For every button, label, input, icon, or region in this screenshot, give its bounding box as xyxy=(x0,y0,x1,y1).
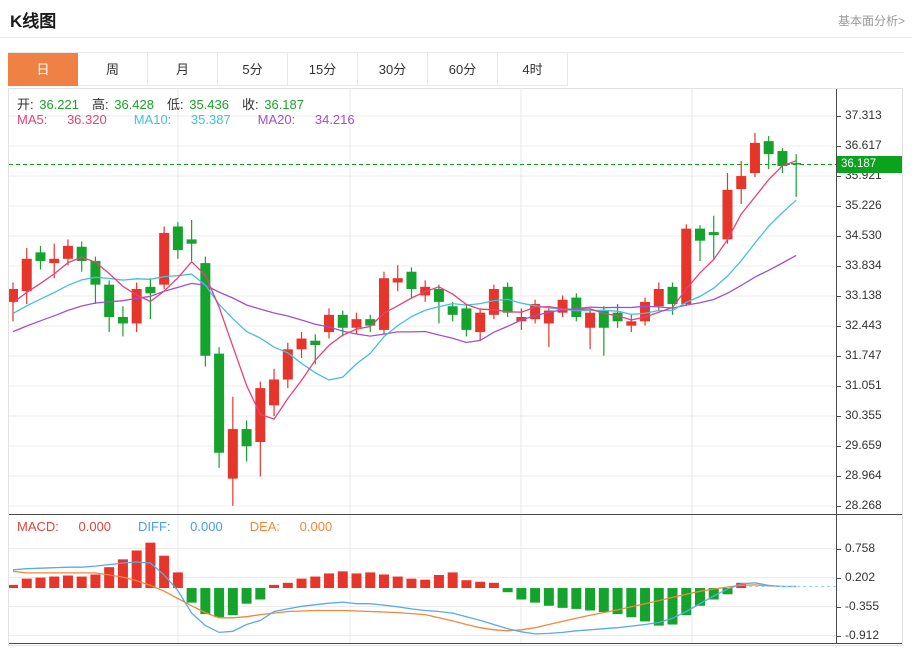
price-tick xyxy=(837,446,841,447)
price-tick xyxy=(837,386,841,387)
macd-chart[interactable] xyxy=(9,515,836,643)
price-tick-label: 30.355 xyxy=(845,408,882,422)
macd-tick xyxy=(837,635,841,637)
price-tick-label: 31.747 xyxy=(845,348,882,362)
price-tick-label: 33.834 xyxy=(845,258,882,272)
macd-histogram xyxy=(9,542,747,626)
ma10-line xyxy=(12,199,797,381)
diff-line xyxy=(12,561,797,635)
header-bar: K线图 基本面分析> xyxy=(0,0,912,38)
price-tick-label: 35.226 xyxy=(845,198,882,212)
current-price-badge: 36.187 xyxy=(837,156,902,173)
candles-group xyxy=(9,132,802,506)
price-tick xyxy=(837,236,841,237)
tab-周[interactable]: 周 xyxy=(78,53,148,86)
price-tick xyxy=(837,356,841,357)
panel-divider xyxy=(9,514,902,515)
ma20-line xyxy=(12,254,797,344)
price-axis-line xyxy=(836,89,837,644)
chart-bottom-axis xyxy=(9,643,902,644)
tab-月[interactable]: 月 xyxy=(148,53,218,86)
price-tick xyxy=(837,176,841,177)
price-tick xyxy=(837,506,841,507)
macd-tick xyxy=(837,548,841,550)
ma5-line xyxy=(12,160,797,420)
chart-container: 开: 36.221 高: 36.428 低: 35.436 收: 36.187 MA5… xyxy=(8,88,903,646)
price-tick-label: 29.659 xyxy=(845,438,882,452)
macd-tick xyxy=(837,606,841,608)
tab-60分[interactable]: 60分 xyxy=(428,53,498,86)
tab-日[interactable]: 日 xyxy=(8,53,78,86)
price-tick xyxy=(837,266,841,267)
main-gridlines xyxy=(9,89,836,514)
tab-30分[interactable]: 30分 xyxy=(358,53,428,86)
dea-line xyxy=(12,570,797,632)
price-tick xyxy=(837,296,841,297)
price-tick-label: 33.138 xyxy=(845,288,882,302)
period-tab-bar: 日周月 5分 15分 30分 60分 4时 xyxy=(8,52,904,87)
price-tick-label: 37.313 xyxy=(845,108,882,122)
tab-5分[interactable]: 5分 xyxy=(218,53,288,86)
tab-15分[interactable]: 15分 xyxy=(288,53,358,86)
price-tick xyxy=(837,116,841,117)
candlestick-chart[interactable] xyxy=(9,89,836,514)
price-tick xyxy=(837,206,841,207)
price-tick xyxy=(837,146,841,147)
price-tick-label: 36.617 xyxy=(845,138,882,152)
price-tick-label: 28.268 xyxy=(845,498,882,512)
macd-tick xyxy=(837,577,841,579)
macd-tick-label: 0.758 xyxy=(845,540,876,555)
price-tick xyxy=(837,326,841,327)
tab-4时[interactable]: 4时 xyxy=(498,53,568,86)
macd-tick-label: 0.202 xyxy=(845,569,876,584)
page-title: K线图 xyxy=(10,12,57,31)
price-tick-label: 34.530 xyxy=(845,228,882,242)
price-tick-label: 28.964 xyxy=(845,468,882,482)
price-tick xyxy=(837,476,841,477)
price-tick-label: 32.443 xyxy=(845,318,882,332)
fundamental-analysis-link[interactable]: 基本面分析> xyxy=(837,14,905,28)
price-tick xyxy=(837,416,841,417)
price-tick-label: 31.051 xyxy=(845,378,882,392)
macd-tick-label: -0.912 xyxy=(845,627,880,642)
macd-tick-label: -0.355 xyxy=(845,598,880,613)
